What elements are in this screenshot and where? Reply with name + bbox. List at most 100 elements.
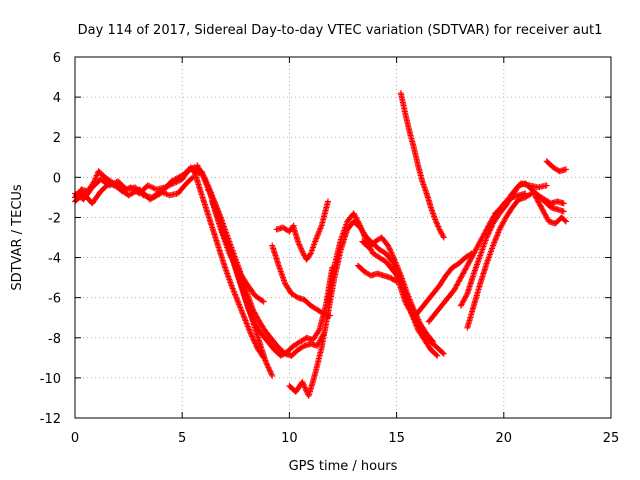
data-point <box>272 375 273 376</box>
x-tick-label: 25 <box>603 431 620 446</box>
data-point <box>362 241 363 242</box>
data-point <box>503 205 504 206</box>
data-point <box>377 273 378 274</box>
data-point <box>315 373 316 374</box>
data-point <box>255 295 256 296</box>
data-point <box>212 201 213 202</box>
data-point <box>460 277 461 278</box>
data-point <box>439 229 440 230</box>
data-point <box>182 179 183 180</box>
data-point <box>426 333 427 334</box>
data-point <box>246 291 247 292</box>
data-point <box>360 225 361 226</box>
data-point <box>225 267 226 268</box>
data-point <box>242 289 243 290</box>
data-point <box>426 193 427 194</box>
y-tick-label: -4 <box>48 252 61 267</box>
data-point <box>518 199 519 200</box>
data-point <box>546 185 547 186</box>
data-point <box>418 329 419 330</box>
data-point <box>538 187 539 188</box>
data-point <box>265 361 266 362</box>
data-point <box>413 317 414 318</box>
data-point <box>186 183 187 184</box>
y-tick-label: -6 <box>48 292 61 307</box>
data-point <box>373 253 374 254</box>
data-point <box>460 305 461 306</box>
data-point <box>383 275 384 276</box>
data-point <box>525 197 526 198</box>
data-point <box>555 223 556 224</box>
data-point <box>542 209 543 210</box>
data-point <box>566 221 567 222</box>
data-point <box>400 275 401 276</box>
data-point <box>259 341 260 342</box>
data-point <box>430 349 431 350</box>
data-point <box>304 345 305 346</box>
data-point <box>94 181 95 182</box>
data-point <box>328 201 329 202</box>
data-point <box>259 321 260 322</box>
data-point <box>291 293 292 294</box>
data-point <box>177 193 178 194</box>
data-point <box>385 253 386 254</box>
data-point <box>323 313 324 314</box>
data-point <box>413 309 414 310</box>
data-point <box>458 263 459 264</box>
data-point <box>390 277 391 278</box>
data-point <box>452 267 453 268</box>
data-point <box>433 293 434 294</box>
data-point <box>529 185 530 186</box>
series-arc-22 <box>544 158 569 174</box>
x-tick-label: 20 <box>496 431 513 446</box>
data-point <box>328 313 329 314</box>
data-point <box>480 255 481 256</box>
data-point <box>308 395 309 396</box>
data-point <box>499 229 500 230</box>
data-point <box>109 183 110 184</box>
data-point <box>473 273 474 274</box>
data-point <box>353 221 354 222</box>
data-point <box>197 165 198 166</box>
data-point <box>422 181 423 182</box>
data-point <box>289 231 290 232</box>
data-point <box>190 167 191 168</box>
data-point <box>563 211 564 212</box>
data-point <box>182 175 183 176</box>
data-point <box>98 171 99 172</box>
data-point <box>315 241 316 242</box>
y-tick-label: -8 <box>48 332 61 347</box>
data-point <box>246 283 247 284</box>
data-point <box>407 293 408 294</box>
data-point <box>379 249 380 250</box>
y-tick-label: -12 <box>40 412 61 427</box>
chart-title: Day 114 of 2017, Sidereal Day-to-day VTE… <box>78 23 603 38</box>
data-point <box>480 283 481 284</box>
data-point <box>557 209 558 210</box>
data-point <box>310 305 311 306</box>
data-point <box>546 161 547 162</box>
data-point <box>443 237 444 238</box>
data-point <box>250 333 251 334</box>
data-point <box>237 301 238 302</box>
data-point <box>413 147 414 148</box>
data-point <box>467 265 468 266</box>
data-point <box>493 245 494 246</box>
data-point <box>92 187 93 188</box>
data-point <box>293 227 294 228</box>
data-point <box>428 321 429 322</box>
data-point <box>368 247 369 248</box>
data-point <box>437 355 438 356</box>
series-arc-20 <box>458 180 567 308</box>
data-point <box>227 235 228 236</box>
data-point <box>420 323 421 324</box>
data-point <box>156 189 157 190</box>
data-point <box>253 309 254 310</box>
data-point <box>291 355 292 356</box>
x-axis-label: GPS time / hours <box>289 459 398 474</box>
series-arc-13 <box>325 210 440 358</box>
data-point <box>147 185 148 186</box>
data-point <box>400 93 401 94</box>
data-point <box>538 195 539 196</box>
y-tick-label: 0 <box>53 171 61 186</box>
